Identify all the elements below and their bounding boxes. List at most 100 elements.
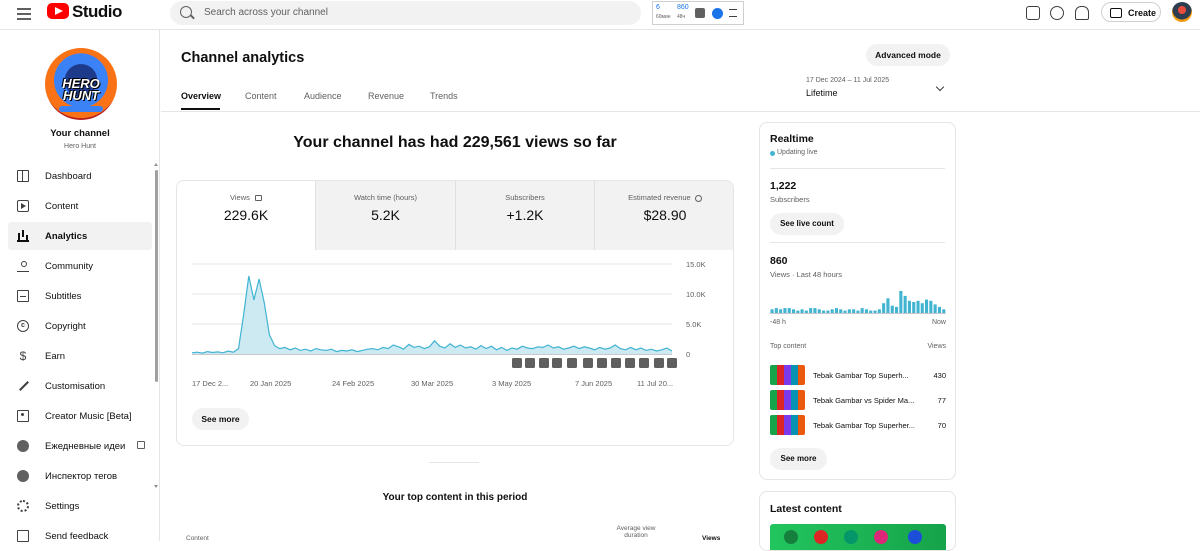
video-thumbnail[interactable] [770, 390, 805, 410]
tab-revenue[interactable]: Revenue [368, 91, 405, 101]
ext-menu-icon[interactable] [729, 9, 737, 17]
realtime-bar[interactable] [843, 310, 847, 313]
realtime-bar[interactable] [826, 310, 830, 313]
realtime-bar[interactable] [774, 308, 778, 313]
sidebar-item-content[interactable]: Content [8, 192, 152, 220]
video-thumbnail[interactable] [770, 365, 805, 385]
realtime-bar[interactable] [916, 300, 920, 313]
realtime-bar[interactable] [937, 306, 941, 313]
sidebar-item-earn[interactable]: $ Earn [8, 342, 152, 370]
menu-icon[interactable] [17, 8, 31, 20]
video-marker-icon[interactable] [539, 358, 549, 368]
col-header-avg-view[interactable]: Average view duration [616, 525, 656, 539]
date-range[interactable]: 17 Dec 2024 – 11 Jul 2025 [806, 77, 890, 84]
realtime-bar[interactable] [873, 310, 877, 313]
realtime-see-more-button[interactable]: See more [770, 448, 827, 470]
realtime-bar[interactable] [886, 298, 890, 313]
see-more-button[interactable]: See more [192, 408, 249, 430]
realtime-bar[interactable] [903, 295, 907, 313]
tab-audience[interactable]: Audience [304, 91, 342, 101]
tab-trends[interactable]: Trends [430, 91, 458, 101]
advanced-mode-button[interactable]: Advanced mode [866, 44, 950, 66]
ext-blue-icon[interactable] [712, 8, 723, 19]
realtime-bar[interactable] [933, 304, 937, 313]
date-preset[interactable]: Lifetime [806, 88, 838, 98]
video-marker-icon[interactable] [525, 358, 535, 368]
realtime-bar[interactable] [800, 309, 804, 313]
see-live-count-button[interactable]: See live count [770, 213, 844, 235]
realtime-bar[interactable] [852, 309, 856, 313]
realtime-bar[interactable] [869, 310, 873, 313]
metric-watch-time[interactable]: Watch time (hours) 5.2K [316, 181, 456, 250]
captions-icon[interactable] [1026, 6, 1040, 20]
account-avatar[interactable] [1172, 2, 1192, 22]
realtime-bar[interactable] [912, 302, 916, 313]
video-title[interactable]: Tebak Gambar Top Superh... [813, 371, 909, 380]
realtime-bar[interactable] [834, 308, 838, 313]
video-marker-icon[interactable] [567, 358, 577, 368]
realtime-bar[interactable] [770, 309, 774, 313]
sidebar-item-dashboard[interactable]: Dashboard [8, 162, 152, 190]
realtime-bar-chart[interactable] [770, 288, 946, 314]
metric-subscribers[interactable]: Subscribers +1.2K [456, 181, 595, 250]
video-marker-icon[interactable] [654, 358, 664, 368]
realtime-bar[interactable] [942, 309, 946, 313]
video-marker-icon[interactable] [625, 358, 635, 368]
realtime-bar[interactable] [890, 305, 894, 313]
realtime-bar[interactable] [783, 308, 787, 313]
realtime-bar[interactable] [792, 309, 796, 313]
realtime-bar[interactable] [779, 309, 783, 313]
sidebar-item-tag-inspector[interactable]: Инспектор тегов [8, 462, 152, 490]
realtime-bar[interactable] [899, 291, 903, 313]
sidebar-scrollbar[interactable] [155, 170, 158, 382]
sidebar-item-feedback[interactable]: Send feedback [8, 522, 152, 550]
video-title[interactable]: Tebak Gambar vs Spider Ma... [813, 396, 915, 405]
realtime-bar[interactable] [817, 309, 821, 313]
scroll-down-arrow[interactable] [154, 485, 158, 488]
realtime-bar[interactable] [822, 310, 826, 313]
realtime-bar[interactable] [839, 309, 843, 313]
video-marker-icon[interactable] [583, 358, 593, 368]
search-icon[interactable] [180, 6, 192, 18]
video-marker-icon[interactable] [639, 358, 649, 368]
sidebar-item-subtitles[interactable]: Subtitles [8, 282, 152, 310]
realtime-bar[interactable] [907, 300, 911, 313]
video-thumbnail[interactable] [770, 415, 805, 435]
channel-avatar[interactable]: HERO HUNT [45, 48, 117, 120]
realtime-bar[interactable] [860, 308, 864, 313]
realtime-bar[interactable] [929, 300, 933, 313]
video-title[interactable]: Tebak Gambar Top Superher... [813, 421, 916, 430]
realtime-bar[interactable] [813, 308, 817, 313]
tab-overview[interactable]: Overview [181, 91, 222, 101]
studio-logo-text[interactable]: Studio [72, 2, 122, 21]
realtime-bar[interactable] [796, 310, 800, 313]
video-marker-icon[interactable] [611, 358, 621, 368]
video-marker-icon[interactable] [597, 358, 607, 368]
extension-widget[interactable]: 6 60мин 860 48ч [652, 1, 744, 25]
views-line-chart[interactable]: 15.0K 10.0K 5.0K 0 17 Dec 2... 20 Jan 2025 24 … [177, 250, 734, 446]
video-marker-icon[interactable] [552, 358, 562, 368]
latest-video-thumbnail[interactable] [770, 524, 946, 550]
chevron-down-icon[interactable] [935, 82, 945, 92]
sidebar-item-daily-ideas[interactable]: Ежедневные идеи [8, 432, 152, 460]
search-input[interactable]: Search across your channel [204, 7, 328, 18]
realtime-bar[interactable] [809, 308, 813, 313]
sidebar-item-settings[interactable]: Settings [8, 492, 152, 520]
metric-revenue[interactable]: Estimated revenue $28.90 [595, 181, 733, 250]
create-button[interactable]: Create [1101, 2, 1161, 22]
realtime-bar[interactable] [847, 309, 851, 313]
realtime-bar[interactable] [895, 306, 899, 313]
realtime-bar[interactable] [864, 309, 868, 313]
realtime-bar[interactable] [830, 309, 834, 313]
help-icon[interactable] [1050, 6, 1064, 20]
realtime-bar[interactable] [920, 303, 924, 313]
scroll-up-arrow[interactable] [154, 163, 158, 166]
realtime-bar[interactable] [925, 299, 929, 313]
video-marker-icon[interactable] [512, 358, 522, 368]
realtime-bar[interactable] [787, 308, 791, 313]
sidebar-item-creator-music[interactable]: Creator Music [Beta] [8, 402, 152, 430]
metric-views[interactable]: Views 229.6K [177, 181, 316, 250]
ext-tool-icon[interactable] [695, 8, 705, 18]
realtime-bar[interactable] [804, 310, 808, 313]
video-marker-icon[interactable] [667, 358, 677, 368]
